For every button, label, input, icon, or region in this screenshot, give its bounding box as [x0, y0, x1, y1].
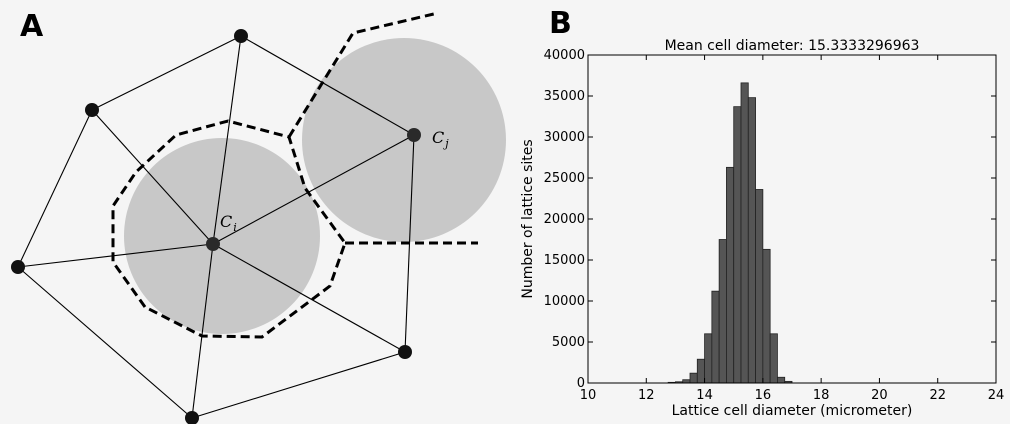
histogram-bar [740, 82, 749, 384]
triangulation-edges [17, 35, 415, 419]
plot-frame [587, 54, 997, 384]
x-tick-label: 20 [871, 388, 888, 403]
panel-a-diagram: A [11, 9, 506, 424]
edge [191, 243, 214, 419]
x-tick-label: 16 [755, 388, 772, 403]
histogram-bar [777, 376, 786, 384]
x-tick-label: 14 [696, 388, 713, 403]
x-tick-label: 22 [929, 388, 946, 403]
x-tick-label: 18 [813, 388, 830, 403]
node [234, 29, 248, 43]
lattice-nodes [11, 29, 421, 424]
y-tick-label: 15000 [544, 253, 585, 268]
y-tick-label: 0 [577, 376, 585, 391]
edge [212, 243, 406, 353]
edge [191, 351, 406, 419]
x-axis-ticks: 10 12 14 16 18 20 22 24 [580, 55, 1005, 403]
edge [17, 109, 93, 268]
histogram-bar [689, 372, 698, 384]
x-tick-label: 24 [988, 388, 1005, 403]
y-tick-label: 30000 [544, 130, 585, 145]
histogram-bar [762, 248, 771, 384]
y-tick-label: 25000 [544, 171, 585, 186]
node-cj [407, 128, 421, 142]
histogram-bar [704, 333, 713, 384]
y-axis-title: Number of lattice sites [520, 139, 536, 298]
histogram-bar [711, 290, 720, 384]
x-tick-label: 10 [580, 388, 597, 403]
node [185, 411, 199, 424]
voronoi-boundaries [111, 11, 478, 339]
y-axis-ticks: 0 5000 10000 15000 20000 25000 30000 35000 40000 [544, 48, 996, 391]
y-tick-label: 40000 [544, 48, 585, 63]
y-tick-label: 5000 [552, 335, 585, 350]
histogram-bar [747, 97, 756, 384]
histogram-bar [696, 358, 705, 384]
edge [91, 35, 242, 111]
node [11, 260, 25, 274]
cell-i-disc [124, 138, 320, 334]
histogram-bars [667, 82, 793, 384]
histogram-bar [726, 166, 735, 384]
edge [17, 266, 193, 419]
edge [240, 35, 415, 136]
edge [212, 134, 415, 245]
node [398, 345, 412, 359]
edge [91, 109, 214, 245]
edge [212, 35, 242, 245]
y-tick-label: 35000 [544, 89, 585, 104]
x-axis-title: Lattice cell diameter (micrometer) [672, 403, 913, 419]
label-ci: Ci [220, 212, 237, 234]
label-cj: Cj [432, 128, 449, 150]
y-tick-label: 20000 [544, 212, 585, 227]
x-tick-label: 12 [638, 388, 655, 403]
histogram-bar [769, 333, 778, 384]
panel-a-letter: A [20, 9, 44, 44]
y-tick-label: 10000 [544, 294, 585, 309]
histogram-bar [718, 239, 727, 384]
histogram-bar [733, 106, 742, 384]
edge [17, 243, 214, 268]
panel-b-histogram: B Mean cell diameter: 15.3333296963 10 12… [520, 6, 1004, 419]
panel-b-letter: B [549, 6, 572, 41]
node-ci [206, 237, 220, 251]
node [85, 103, 99, 117]
chart-title: Mean cell diameter: 15.3333296963 [665, 38, 920, 54]
histogram-bar [755, 189, 764, 384]
